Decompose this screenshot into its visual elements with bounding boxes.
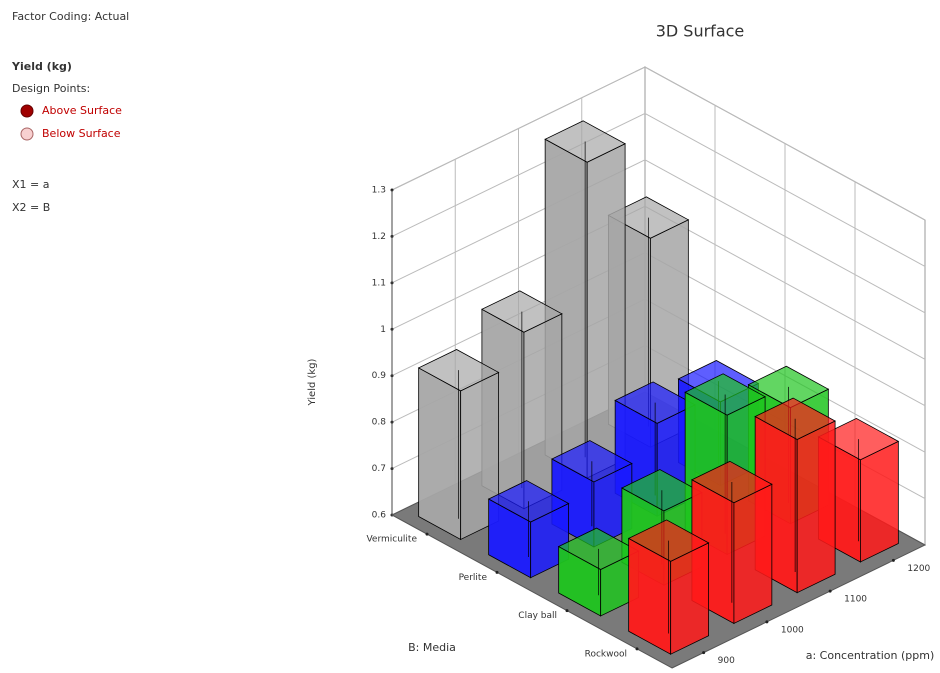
- y-tick-label: 0.8: [372, 418, 387, 428]
- bar-top: [627, 519, 710, 562]
- media-tick: [495, 570, 499, 574]
- chart-title: 3D Surface: [656, 22, 745, 41]
- bar-face: [860, 440, 899, 563]
- y-tick-label: 0.6: [372, 511, 387, 521]
- x-tick: [891, 558, 895, 562]
- media-tick: [425, 532, 429, 536]
- bar: [417, 349, 500, 541]
- x-tick: [765, 620, 769, 624]
- x-tick-label: 900: [718, 656, 735, 666]
- legend-below: Below Surface: [42, 127, 121, 140]
- x-tick-label: 1200: [907, 564, 930, 574]
- x-tick: [702, 651, 706, 655]
- x1-def: X1 = a: [12, 178, 50, 191]
- legend-above: Above Surface: [42, 104, 122, 117]
- response-label: Yield (kg): [11, 60, 72, 73]
- bar: [754, 397, 836, 594]
- x-tick: [828, 589, 832, 593]
- bar: [557, 527, 640, 617]
- media-tick-label: Vermiculite: [366, 535, 417, 545]
- media-tick: [565, 609, 569, 613]
- legend-marker-above: [20, 104, 34, 118]
- factor-coding: Factor Coding: Actual: [12, 10, 129, 23]
- media-tick: [635, 647, 639, 651]
- y-tick-label: 1.1: [372, 278, 386, 288]
- y-tick-label: 1.3: [372, 186, 386, 196]
- media-tick-label: Perlite: [459, 573, 488, 583]
- bar: [627, 519, 710, 655]
- concentration-axis-title: a: Concentration (ppm): [806, 649, 935, 662]
- media-tick-label: Rockwool: [585, 649, 627, 659]
- y-axis-title: Yield (kg): [307, 358, 318, 406]
- x-tick-label: 1000: [781, 625, 804, 635]
- bar-top: [481, 290, 563, 333]
- bar: [487, 480, 570, 579]
- media-tick-label: Clay ball: [518, 611, 557, 621]
- grid-line: [391, 159, 926, 314]
- bar-face: [796, 420, 836, 594]
- x2-def: X2 = B: [12, 201, 50, 214]
- grid-line: [391, 112, 926, 267]
- y-tick-label: 0.9: [372, 371, 387, 381]
- design-points-label: Design Points:: [12, 82, 90, 95]
- y-tick-label: 0.7: [372, 464, 386, 474]
- bar-face: [418, 367, 462, 541]
- media-axis-title: B: Media: [408, 641, 456, 654]
- x-tick-label: 1100: [844, 595, 867, 605]
- bar-face: [733, 483, 773, 625]
- legend-marker-below: [20, 127, 34, 141]
- y-tick-label: 1.2: [372, 232, 386, 242]
- grid-line: [391, 66, 926, 221]
- bar-face: [670, 542, 709, 655]
- y-tick-label: 1: [380, 325, 386, 335]
